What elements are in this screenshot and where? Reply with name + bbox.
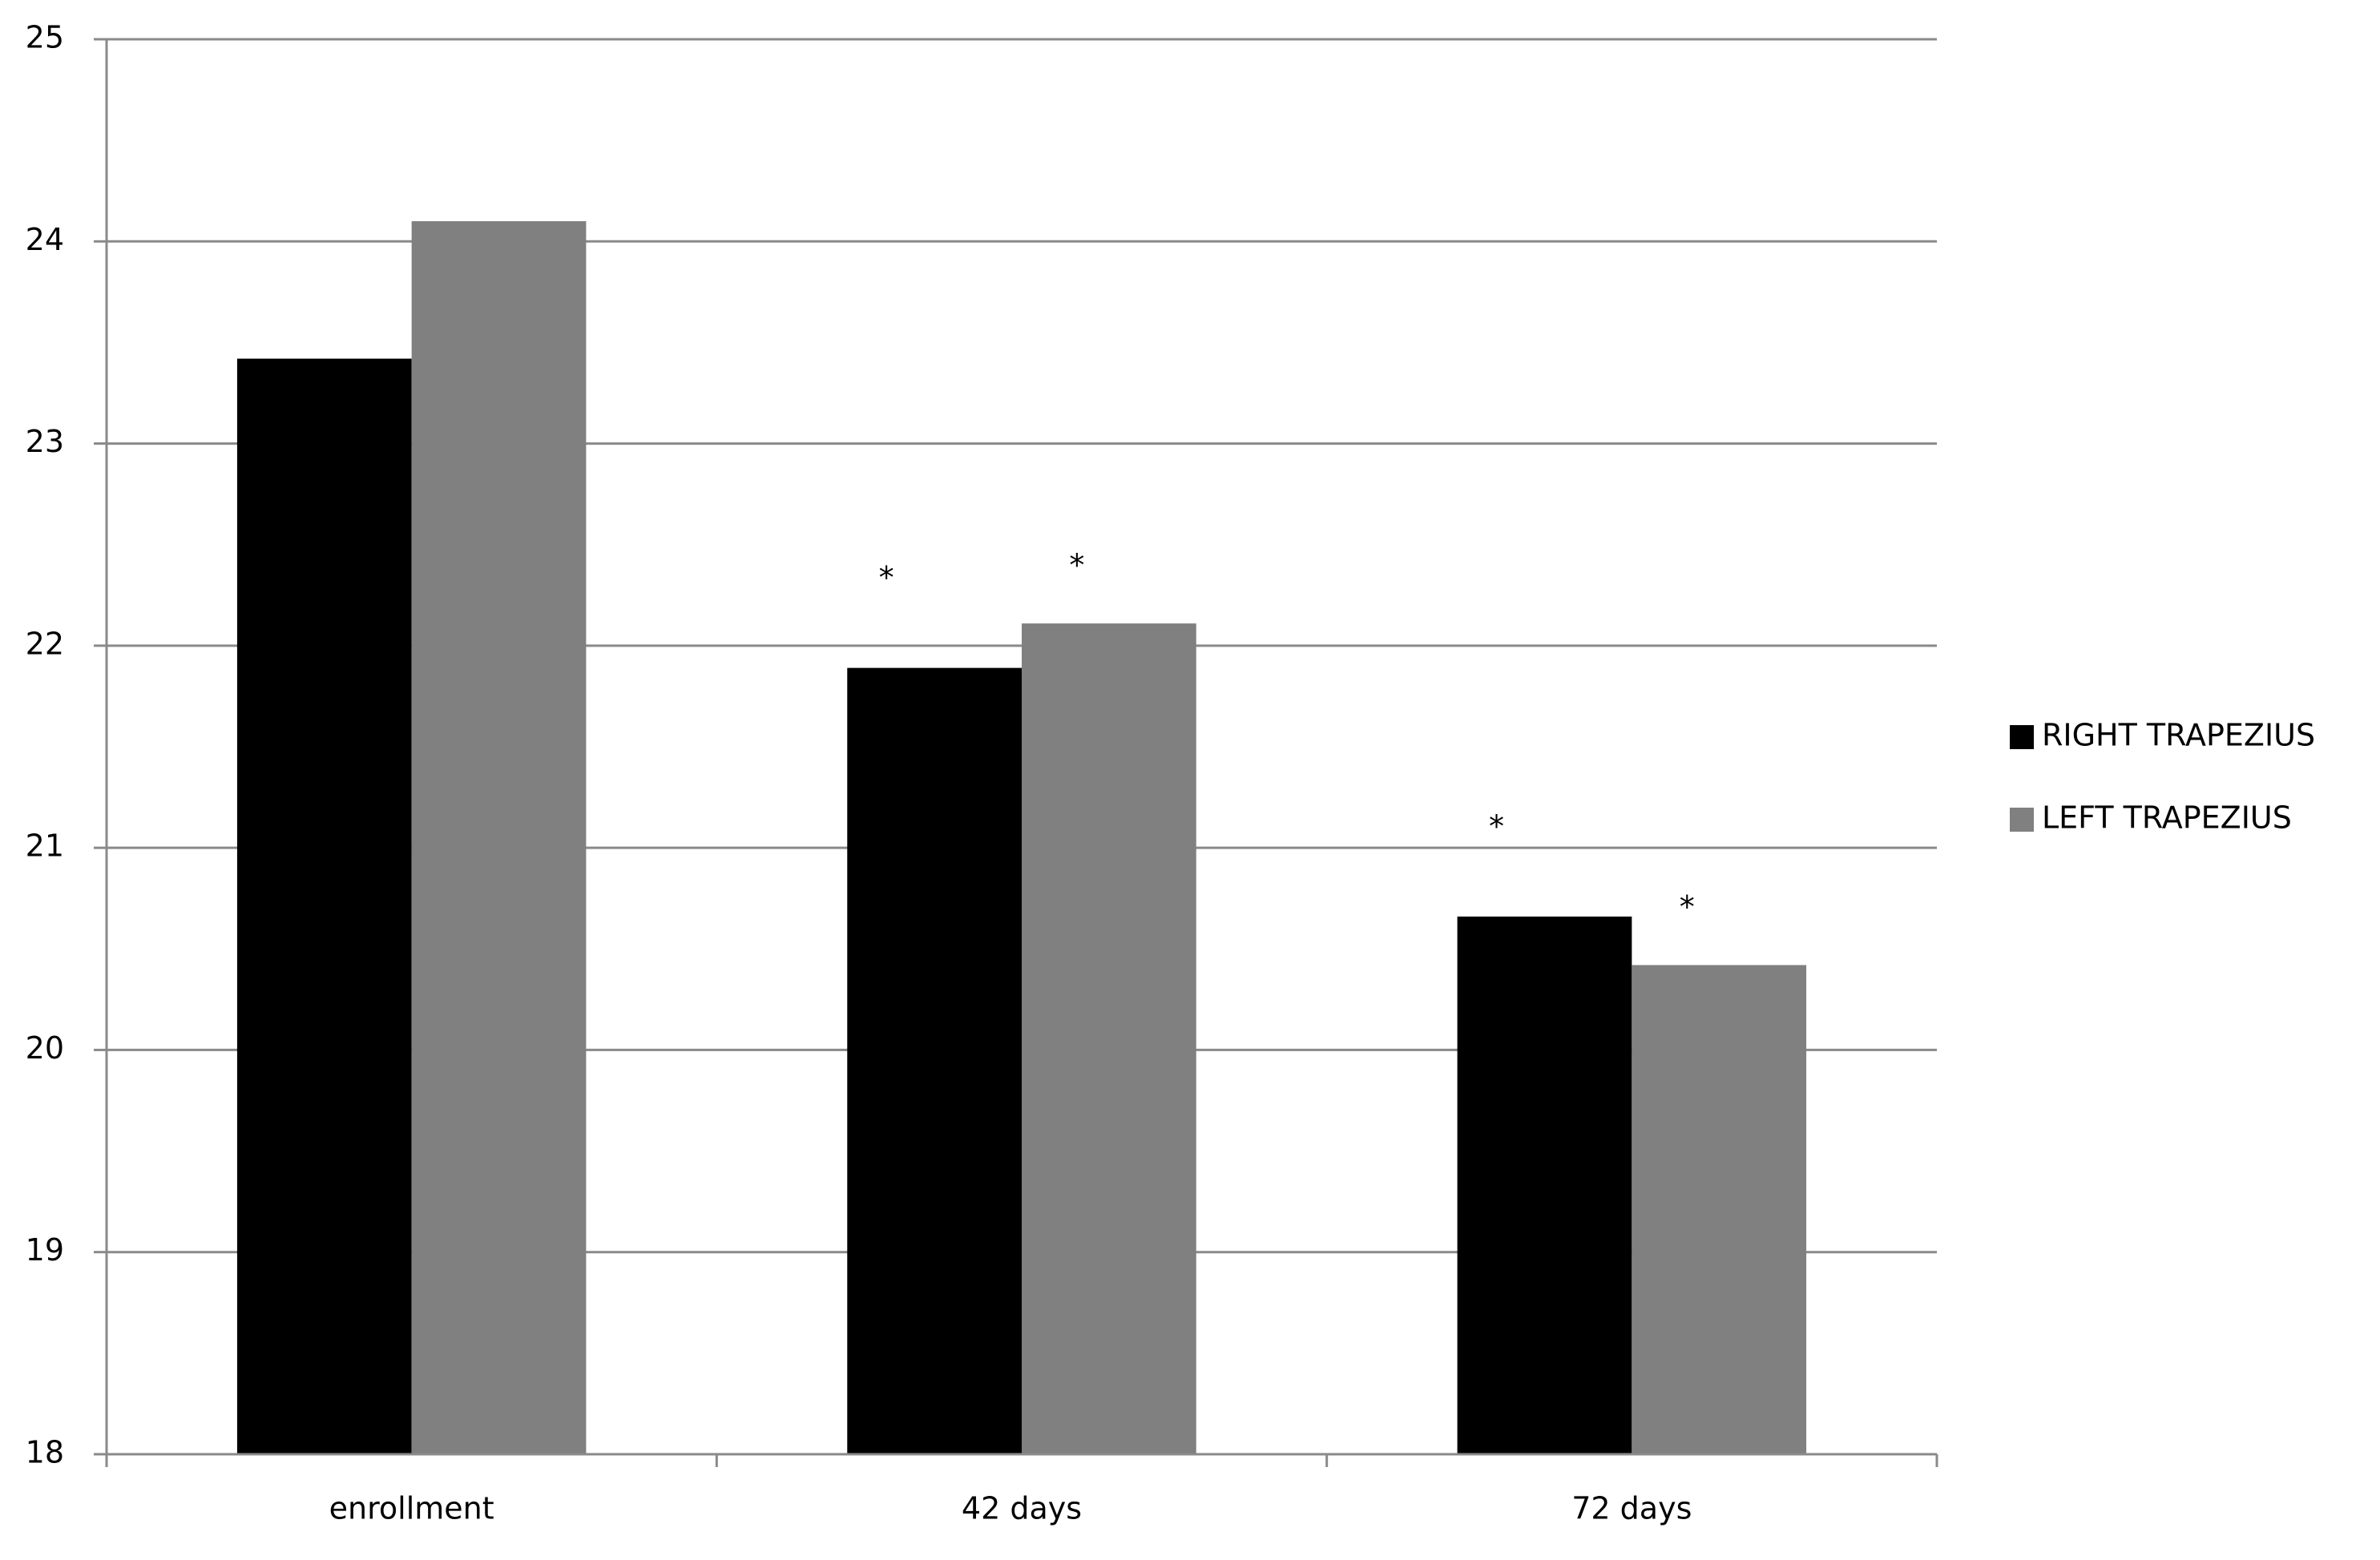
- y-tick-label: 20: [26, 1030, 64, 1066]
- significance-marker: *: [1069, 548, 1084, 583]
- y-tick-label: 19: [26, 1232, 64, 1268]
- y-tick-label: 21: [26, 828, 64, 864]
- bar: [236, 358, 412, 1454]
- bar: [847, 667, 1022, 1454]
- significance-marker: *: [1489, 808, 1504, 844]
- y-tick-label: 23: [26, 424, 64, 459]
- bar: [1457, 916, 1632, 1454]
- significance-marker: *: [1680, 889, 1695, 925]
- bar: [411, 221, 587, 1454]
- legend-label: RIGHT TRAPEZIUS: [2042, 718, 2315, 753]
- y-tick-label: 25: [26, 20, 64, 55]
- legend-label: LEFT TRAPEZIUS: [2042, 800, 2292, 836]
- x-tick-label: 72 days: [1571, 1491, 1692, 1526]
- y-tick-label: 22: [26, 626, 64, 661]
- y-tick-label: 24: [26, 222, 64, 257]
- significance-marker: *: [879, 560, 894, 595]
- y-tick-label: 18: [26, 1435, 64, 1470]
- x-tick-label: enrollment: [329, 1491, 494, 1526]
- legend-swatch: [2010, 808, 2034, 832]
- legend-swatch: [2010, 725, 2034, 749]
- x-tick-label: 42 days: [962, 1491, 1082, 1526]
- bar: [1632, 965, 1807, 1454]
- bar: [1022, 623, 1196, 1454]
